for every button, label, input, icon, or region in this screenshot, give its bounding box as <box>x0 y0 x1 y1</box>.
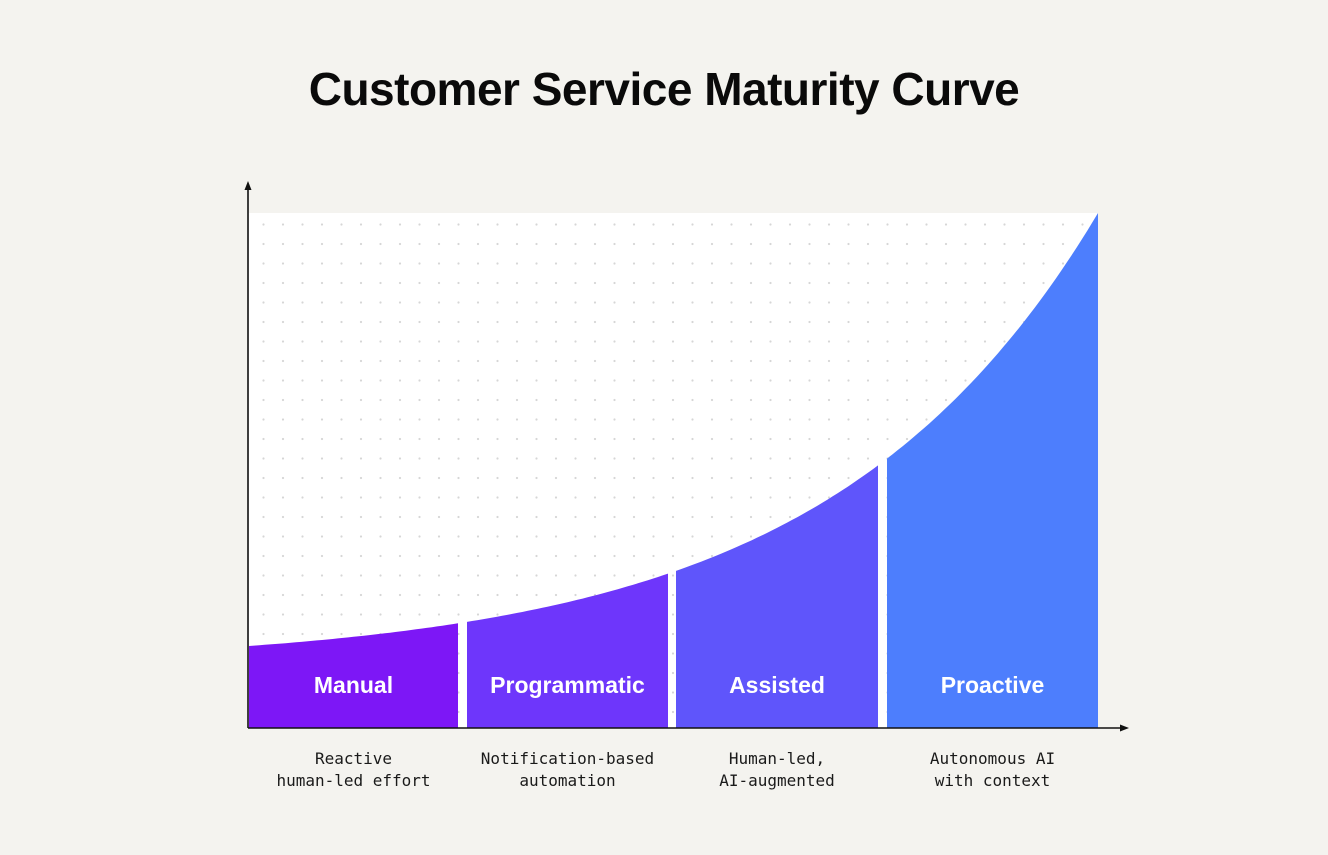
stage-description-line: automation <box>519 771 616 790</box>
stage-description-assisted: Human-led, AI-augmented <box>667 748 887 792</box>
stage-description-line: with context <box>934 771 1051 790</box>
stage-label-assisted: Assisted <box>729 672 825 698</box>
stage-description-proactive: Autonomous AI with context <box>883 748 1103 792</box>
stage-label-programmatic: Programmatic <box>490 672 645 698</box>
stage-description-line: Reactive <box>314 749 393 768</box>
stage-description-line: human-led effort <box>276 771 431 790</box>
stage-area-programmatic <box>467 573 668 728</box>
stage-description-line: Human-led, <box>728 749 826 768</box>
stage-description-programmatic: Notification-based automation <box>458 748 678 792</box>
stage-description-line: Notification-based <box>480 749 655 768</box>
stage-areas <box>249 213 1098 728</box>
stage-label-manual: Manual <box>314 672 393 698</box>
stage-labels: Manual Programmatic Assisted Proactive <box>314 672 1044 698</box>
stage-area-proactive <box>887 213 1098 728</box>
x-axis-arrow-icon <box>1120 724 1129 732</box>
page-title: Customer Service Maturity Curve <box>308 63 1020 115</box>
stage-area-assisted <box>676 465 878 728</box>
axes <box>244 181 1129 732</box>
stage-description-manual: Reactive human-led effort <box>244 748 464 792</box>
stage-description-line: AI-augmented <box>719 771 835 790</box>
stage-label-proactive: Proactive <box>941 672 1045 698</box>
stage-description-line: Autonomous AI <box>929 749 1056 768</box>
stage-area-manual <box>249 623 458 728</box>
y-axis-arrow-icon <box>244 181 252 190</box>
